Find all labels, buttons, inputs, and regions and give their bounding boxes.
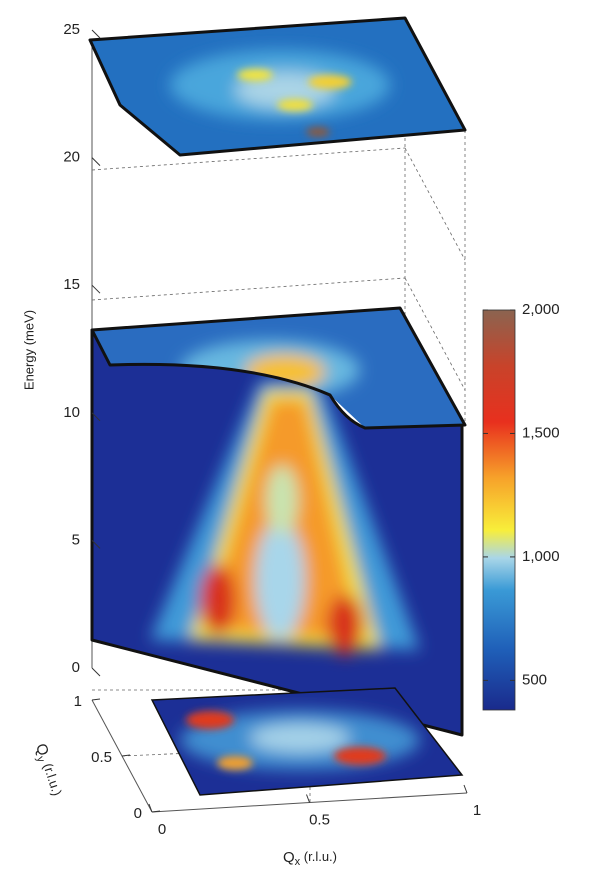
z-tick bbox=[91, 157, 101, 166]
y-tick bbox=[151, 810, 161, 813]
z-tick-label: 20 bbox=[63, 149, 80, 166]
x-axis-label: Qx (r.l.u.) bbox=[283, 849, 337, 868]
z-tick bbox=[91, 667, 101, 677]
z-tick-label: 5 bbox=[72, 531, 80, 548]
z-tick-label: 15 bbox=[63, 276, 80, 293]
slice-top bbox=[90, 18, 465, 155]
slice-edge bbox=[90, 306, 467, 430]
colorbar-tick-label: 2,000 bbox=[522, 301, 560, 318]
z-tick bbox=[91, 540, 101, 549]
z-tick bbox=[91, 412, 101, 422]
x-tick-label: 1 bbox=[473, 802, 481, 819]
x-tick bbox=[148, 803, 153, 813]
y-tick-label: 0.5 bbox=[91, 749, 112, 766]
y-tick bbox=[91, 698, 101, 701]
z-tick bbox=[91, 29, 101, 39]
x-tick bbox=[463, 784, 468, 794]
z-tick bbox=[91, 284, 101, 294]
z-tick-label: 10 bbox=[63, 404, 80, 421]
slice-edge bbox=[150, 687, 464, 796]
z-tick-label: 25 bbox=[63, 21, 80, 38]
x-tick bbox=[306, 794, 310, 803]
colorbar-tick-label: 1,000 bbox=[522, 548, 560, 565]
slice-edge bbox=[90, 330, 464, 737]
y-axis-label: Qy (r.l.u.) bbox=[30, 742, 65, 799]
slice-edge bbox=[88, 16, 467, 157]
colorbar-tick-label: 500 bbox=[522, 671, 547, 688]
colorbar bbox=[482, 309, 516, 711]
x-tick-label: 0 bbox=[158, 821, 166, 838]
z-axis-label: Energy (meV) bbox=[21, 310, 36, 390]
y-tick-label: 1 bbox=[74, 693, 82, 710]
z-tick-label: 0 bbox=[72, 659, 80, 676]
y-tick bbox=[121, 754, 131, 757]
colorbar-tick-label: 1,500 bbox=[522, 424, 560, 441]
x-tick-label: 0.5 bbox=[309, 811, 330, 828]
y-tick-label: 0 bbox=[134, 805, 142, 822]
